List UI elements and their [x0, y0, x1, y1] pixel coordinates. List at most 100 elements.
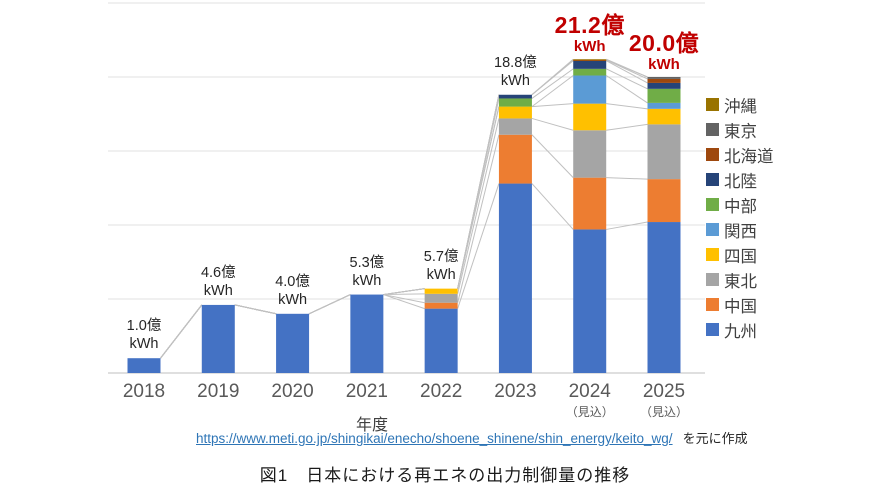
series-line-東北	[457, 118, 500, 294]
x-tick-note-2025: （見込）	[639, 405, 688, 419]
bar-segment-中国-2024	[573, 177, 607, 230]
bar-total-value: 5.7億	[423, 248, 459, 265]
legend-label: 東京	[724, 122, 757, 141]
legend-swatch-icon	[706, 198, 719, 211]
bar-segment-東北-2025	[647, 124, 681, 180]
series-line-中部	[531, 68, 574, 99]
figure-caption: 図1 日本における再エネの出力制御量の推移	[259, 466, 631, 485]
bar-total-unit: kWh	[426, 266, 456, 283]
bar-segment-四国-2025	[647, 108, 681, 125]
chart-legend: 沖縄東京北海道北陸中部関西 四国 東北中国九州	[706, 92, 774, 342]
series-line-北陸	[605, 60, 648, 84]
x-tick-2023: 2023	[494, 381, 537, 402]
bar-segment-四国-2022	[424, 288, 458, 294]
series-line-四国	[606, 103, 648, 110]
bar-total-unit: kWh	[278, 291, 308, 308]
chart-area: 1.0億 kWh 4.6億 kWh 4.0億 kWh 5.3億 kWh 5.7億 kWh 18.8億…	[99, 2, 856, 447]
bar-segment-北陸-2024	[573, 60, 607, 69]
bar-segment-中部-2024	[573, 68, 607, 76]
bar-total-value: 21.2億	[554, 12, 625, 39]
bar-total-value: 4.6億	[200, 264, 236, 281]
series-line-中国	[383, 294, 425, 304]
legend-swatch-icon	[706, 248, 719, 261]
bar-segment-北海道-2025	[647, 78, 681, 83]
series-line-沖縄	[234, 304, 277, 315]
series-line-沖縄	[308, 294, 351, 315]
bar-segment-東北-2023	[498, 118, 532, 135]
bar-segment-中国-2025	[647, 179, 681, 223]
series-line-関西	[531, 75, 574, 107]
legend-swatch-icon	[706, 273, 719, 286]
series-line-中部	[605, 68, 648, 90]
source-link[interactable]: https://www.meti.go.jp/shingikai/enecho/…	[196, 431, 673, 446]
series-line-九州	[383, 294, 425, 310]
series-line-中国	[531, 134, 574, 178]
bar-segment-九州-2018	[127, 358, 161, 373]
bar-segment-東北-2024	[573, 130, 607, 178]
bar-segment-九州-2021	[350, 294, 384, 373]
legend-label: 関西	[724, 222, 757, 241]
source-line: https://www.meti.go.jp/shingikai/enecho/…	[196, 428, 856, 447]
series-line-中国	[457, 134, 500, 303]
bar-total-value: 1.0億	[126, 318, 162, 335]
bar-total-unit: kWh	[648, 56, 680, 73]
bar-total-label-2021: 5.3億 kWh	[322, 254, 412, 290]
x-tick-2025: 2025	[642, 381, 686, 402]
legend-label: 中部	[724, 197, 757, 216]
legend-label: 北陸	[724, 172, 757, 191]
bar-segment-北海道-2024	[573, 59, 607, 61]
legend-item-関西: 関西	[706, 217, 774, 242]
bar-total-label-2018: 1.0億 kWh	[99, 317, 189, 353]
bar-segment-九州-2022	[424, 308, 458, 373]
stacked-bar-chart	[108, 2, 705, 374]
bar-total-label-2019: 4.6億 kWh	[173, 264, 263, 300]
bar-segment-九州-2023	[498, 183, 532, 373]
bar-segment-中国-2023	[498, 134, 532, 184]
bar-total-label-2025: 20.0億 kWh	[619, 30, 709, 74]
legend-swatch-icon	[706, 123, 719, 136]
bar-segment-沖縄-2024	[573, 59, 607, 61]
series-line-沖縄	[531, 58, 574, 96]
bar-segment-四国-2024	[573, 103, 607, 131]
bar-total-label-2020: 4.0億 kWh	[248, 273, 338, 309]
x-axis-title: 年度	[355, 417, 388, 434]
x-tick-2018: 2018	[122, 381, 166, 402]
bar-segment-九州-2019	[201, 304, 235, 373]
legend-label: 北海道	[724, 147, 774, 166]
series-line-九州	[531, 183, 574, 230]
series-line-東北	[531, 117, 574, 131]
legend-item-九州: 九州	[706, 317, 774, 342]
series-line-九州	[457, 183, 500, 309]
series-line-沖縄	[457, 94, 500, 289]
bar-segment-東京-2025	[647, 77, 681, 79]
legend-item-沖縄: 沖縄	[706, 92, 774, 117]
legend-label: 九州	[724, 322, 757, 341]
legend-label: 中国	[724, 297, 757, 316]
bar-segment-関西-2024	[573, 75, 607, 104]
legend-item-四国: 四国	[706, 242, 774, 267]
legend-item-中国: 中国	[706, 292, 774, 317]
bar-segment-北陸-2023	[498, 94, 532, 99]
series-line-沖縄	[606, 58, 648, 78]
bar-segment-九州-2025	[647, 222, 681, 373]
bar-segment-東北-2022	[424, 293, 458, 303]
bar-total-label-2024: 21.2億 kWh	[545, 12, 635, 56]
legend-item-中部: 中部	[706, 192, 774, 217]
series-line-中国	[606, 177, 648, 180]
legend-swatch-icon	[706, 173, 719, 186]
series-line-九州	[606, 221, 648, 230]
bar-total-unit: kWh	[352, 272, 382, 289]
series-line-東北	[606, 123, 648, 131]
x-tick-2021: 2021	[345, 381, 388, 402]
x-tick-2020: 2020	[271, 381, 314, 402]
bar-total-value: 4.0億	[275, 273, 310, 290]
legend-item-東北: 東北	[706, 267, 774, 292]
bar-segment-四国-2023	[498, 106, 532, 119]
legend-item-北陸: 北陸	[706, 167, 774, 192]
legend-item-北海道: 北海道	[706, 142, 774, 167]
bar-segment-中部-2025	[647, 88, 681, 103]
source-note: を元に作成	[682, 431, 748, 446]
bar-segment-九州-2020	[276, 313, 310, 373]
bar-segment-関西-2025	[647, 102, 681, 109]
